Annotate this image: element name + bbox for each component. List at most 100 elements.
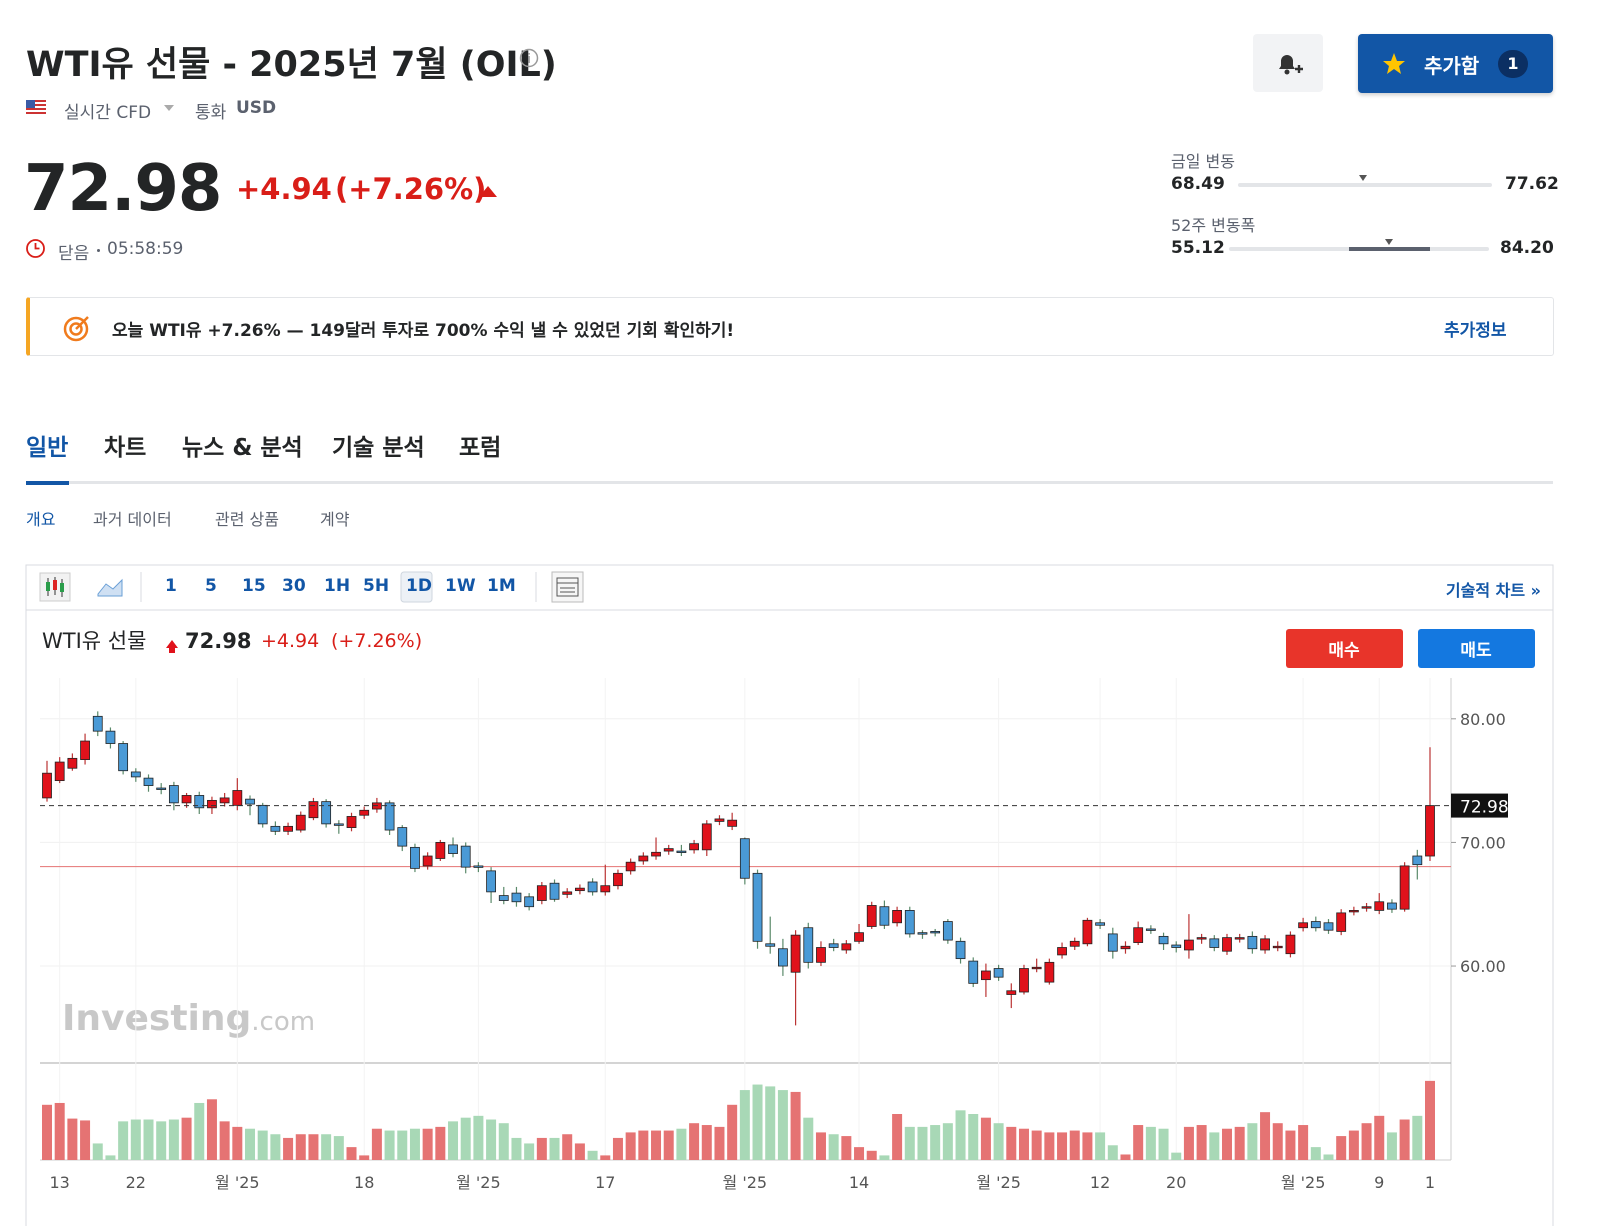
up-triangle [479, 186, 497, 197]
tab[interactable]: 포럼 [459, 435, 502, 461]
layout-icon[interactable] [551, 571, 584, 603]
volume-bar [727, 1104, 738, 1160]
tech-chart-link[interactable]: 기술적 차트 » [1445, 581, 1541, 600]
promo-text[interactable]: 오늘 WTI유 +7.26% — 149달러 투자로 700% 수익 낼 수 있… [112, 321, 735, 341]
candle-body [663, 848, 674, 852]
interval[interactable]: 1 [165, 576, 177, 596]
volume-bar [892, 1114, 903, 1160]
chart-change-pct: (+7.26%) [331, 630, 422, 652]
volume-bar [651, 1130, 662, 1160]
interval[interactable]: 15 [242, 576, 266, 596]
add-label[interactable]: 추가함 [1424, 54, 1480, 78]
candle-body [1285, 934, 1296, 955]
tab[interactable]: 뉴스 & 분석 [182, 435, 303, 461]
volume-bar [549, 1137, 560, 1160]
candle-body [930, 931, 941, 934]
volume-bar [1044, 1132, 1055, 1160]
candle-body [778, 948, 788, 967]
x-tick-label: 1 [1425, 1173, 1435, 1192]
interval[interactable]: 1W [445, 576, 476, 596]
interval[interactable]: 1H [324, 576, 351, 596]
candle-body [765, 943, 776, 947]
tab[interactable]: 일반 [26, 435, 69, 461]
realtime[interactable]: 실시간 CFD [64, 103, 152, 123]
volume-bar [752, 1084, 763, 1160]
buy-label[interactable]: 매수 [1328, 641, 1360, 661]
tab-indicator [26, 481, 69, 485]
promo-link[interactable]: 추가정보 [1444, 321, 1507, 341]
volume-bar [486, 1119, 497, 1160]
currency: USD [236, 98, 277, 118]
price: 72.98 [24, 152, 222, 226]
subtab[interactable]: 계약 [320, 510, 350, 529]
volume-bar [689, 1123, 700, 1160]
volume-bar [536, 1137, 547, 1160]
dropdown-caret[interactable] [163, 104, 175, 112]
volume-bar [397, 1130, 408, 1160]
volume-bar [955, 1110, 966, 1160]
volume-bar [283, 1137, 294, 1160]
volume-bar [206, 1099, 217, 1160]
candle-body [1399, 865, 1410, 910]
candle-body [1171, 944, 1182, 948]
sell-label[interactable]: 매도 [1460, 641, 1492, 661]
last-price-flag [1451, 793, 1508, 818]
interval[interactable]: 1M [487, 576, 516, 596]
title: WTI유 선물 - 2025년 7월 (OIL) [26, 45, 557, 85]
interval[interactable]: 5 [205, 576, 217, 596]
target-icon [63, 316, 89, 342]
candle-body [384, 802, 395, 831]
candle-body [67, 757, 78, 769]
day-low: 68.49 [1171, 174, 1225, 194]
volume-bar [612, 1137, 623, 1160]
subtab[interactable]: 개요 [26, 510, 56, 529]
volume-bar [993, 1123, 1004, 1160]
alert-button[interactable] [1253, 34, 1323, 92]
candle-body [54, 761, 65, 782]
candle-body [701, 823, 712, 851]
candle-body [1222, 937, 1232, 952]
candle-body [460, 845, 471, 868]
up-arrow [166, 640, 178, 653]
candle-body [676, 850, 687, 853]
info-icon[interactable] [519, 48, 539, 68]
candle-body [219, 797, 230, 804]
volume-bar [1209, 1132, 1220, 1160]
volume-bar [1234, 1126, 1245, 1160]
candle-body [600, 885, 611, 893]
volume-bar [156, 1121, 167, 1160]
subtab[interactable]: 과거 데이터 [93, 510, 172, 529]
add-count[interactable]: 1 [1498, 50, 1528, 78]
volume-bar [714, 1126, 725, 1160]
interval[interactable]: 30 [282, 576, 306, 596]
volume-bar [92, 1143, 103, 1160]
volume-bar [777, 1090, 788, 1160]
candle-body [1336, 912, 1347, 932]
volume-bar [346, 1147, 357, 1160]
volume-bar [562, 1134, 573, 1160]
candle-body [1298, 922, 1309, 929]
star-icon[interactable] [1382, 52, 1406, 76]
add-button[interactable]: 추가함 1 [1358, 34, 1553, 93]
volume-bar [384, 1130, 395, 1160]
interval[interactable]: 5H [363, 576, 390, 596]
buy-button[interactable]: 매수 [1286, 629, 1403, 668]
candle-body [981, 970, 991, 981]
watermark-suffix: .com [251, 1007, 315, 1037]
volume-bar [739, 1090, 750, 1160]
volume-bar [879, 1155, 890, 1160]
tab[interactable]: 기술 분석 [332, 435, 425, 461]
y-tick-label: 70.00 [1460, 833, 1506, 852]
volume-bar [511, 1137, 522, 1160]
candle-body [1031, 966, 1042, 970]
interval[interactable]: 1D [406, 576, 432, 596]
candle-body [295, 814, 306, 831]
candle-icon[interactable] [39, 572, 71, 602]
sell-button[interactable]: 매도 [1418, 629, 1535, 668]
candle-body [1057, 947, 1067, 956]
bell-icon[interactable] [1275, 51, 1303, 77]
candle-body [1387, 902, 1397, 910]
area-icon[interactable] [97, 578, 123, 597]
subtab[interactable]: 관련 상품 [215, 510, 279, 529]
tab[interactable]: 차트 [104, 435, 147, 461]
